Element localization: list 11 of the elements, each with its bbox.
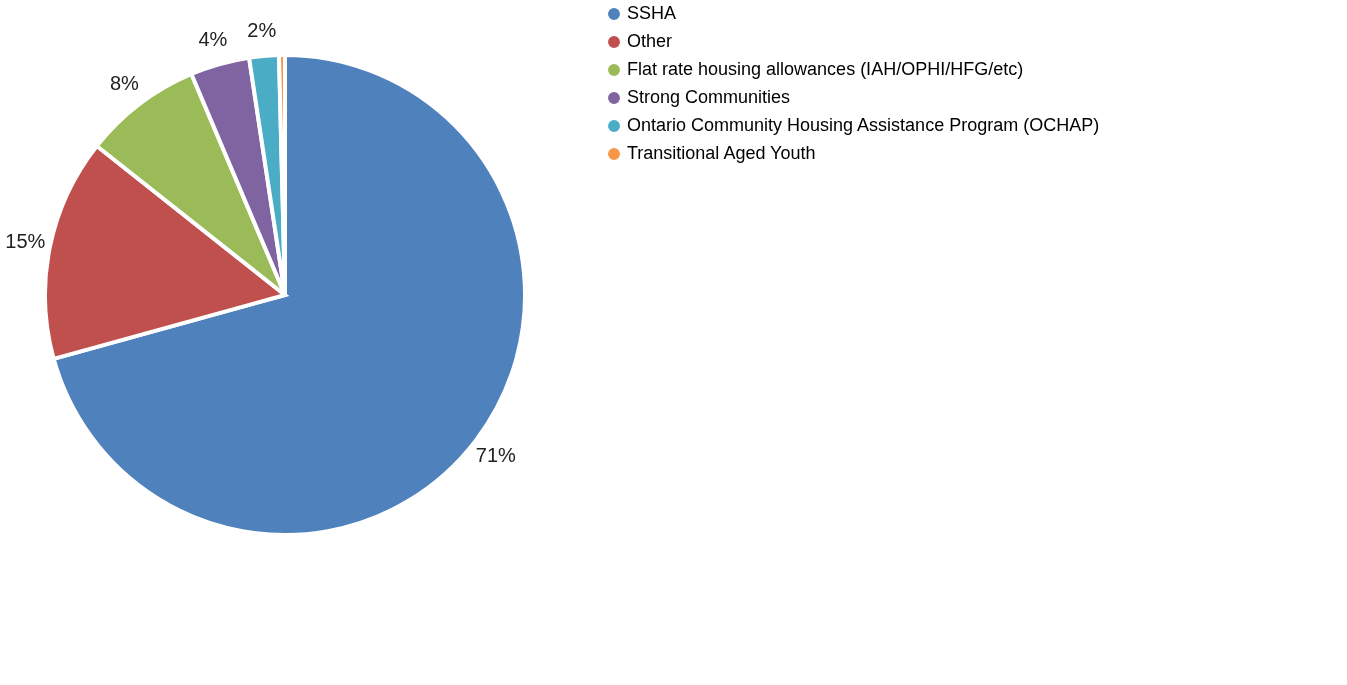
legend-label: SSHA: [627, 3, 677, 23]
legend-label: Ontario Community Housing Assistance Program (OCHAP): [627, 115, 1100, 135]
legend-label: Transitional Aged Youth: [627, 143, 816, 163]
legend-label: Flat rate housing allowances (IAH/OPHI/HFG/etc): [627, 59, 1024, 79]
data-label: 71%: [475, 443, 517, 466]
legend-label: Strong Communities: [627, 87, 791, 107]
data-label: 2%: [247, 19, 277, 42]
data-label: 8%: [109, 72, 140, 95]
legend-label: Other: [627, 31, 673, 51]
data-label: 15%: [5, 230, 46, 253]
data-label: 4%: [198, 27, 228, 50]
